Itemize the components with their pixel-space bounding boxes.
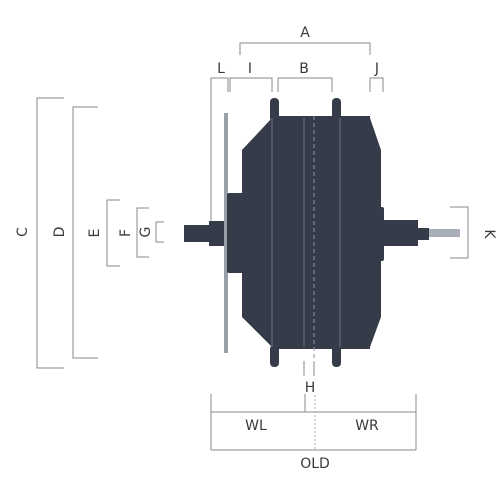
dimension-l-line: [210, 77, 229, 240]
dimension-labels: A L I B J C D E F G K H WL WR OLD: [15, 25, 497, 472]
label-l: L: [217, 61, 225, 77]
label-wl: WL: [245, 418, 267, 434]
left-axle: [184, 221, 225, 246]
label-i: I: [248, 61, 252, 77]
motor-body: [242, 98, 381, 367]
right-axle-shoulder: [383, 220, 418, 246]
right-flange-top: [332, 98, 341, 122]
dimension-wl-wr-line: [210, 394, 417, 450]
dimension-d-line: [72, 106, 98, 359]
left-flange-top: [270, 98, 279, 122]
left-axle-end: [184, 225, 212, 242]
label-j: J: [374, 61, 379, 77]
left-flange-bottom: [270, 345, 279, 367]
label-h: H: [305, 380, 316, 396]
label-e: E: [87, 229, 103, 238]
dimension-b-line: [277, 77, 333, 92]
dimension-i-line: [229, 77, 273, 92]
dimension-f-line: [136, 207, 149, 258]
label-old: OLD: [300, 456, 330, 472]
dimension-e-line: [106, 199, 120, 267]
disc-rotor: [224, 113, 228, 353]
dimension-lines: [36, 42, 469, 451]
label-k: K: [481, 229, 497, 239]
dimension-g-line: [155, 221, 164, 243]
right-axle-step: [415, 228, 429, 240]
dimension-a-line: [239, 42, 371, 55]
dimension-c-line: [36, 97, 64, 369]
right-bearing-collar: [371, 207, 384, 261]
right-axle: [371, 207, 460, 261]
left-bearing-collar: [227, 193, 245, 273]
label-d: D: [52, 227, 68, 238]
motor-shell: [242, 116, 381, 349]
label-a: A: [300, 25, 310, 41]
dimension-h-line: [303, 361, 315, 376]
label-f: F: [118, 229, 134, 237]
label-wr: WR: [355, 418, 379, 434]
label-b: B: [299, 61, 309, 77]
left-axle-shoulder: [209, 221, 225, 246]
right-flange-bottom: [332, 345, 341, 367]
label-c: C: [15, 227, 31, 237]
dimension-k-line: [450, 206, 469, 259]
label-g: G: [138, 227, 154, 238]
right-axle-end: [429, 229, 460, 237]
dimension-j-line: [369, 77, 384, 92]
